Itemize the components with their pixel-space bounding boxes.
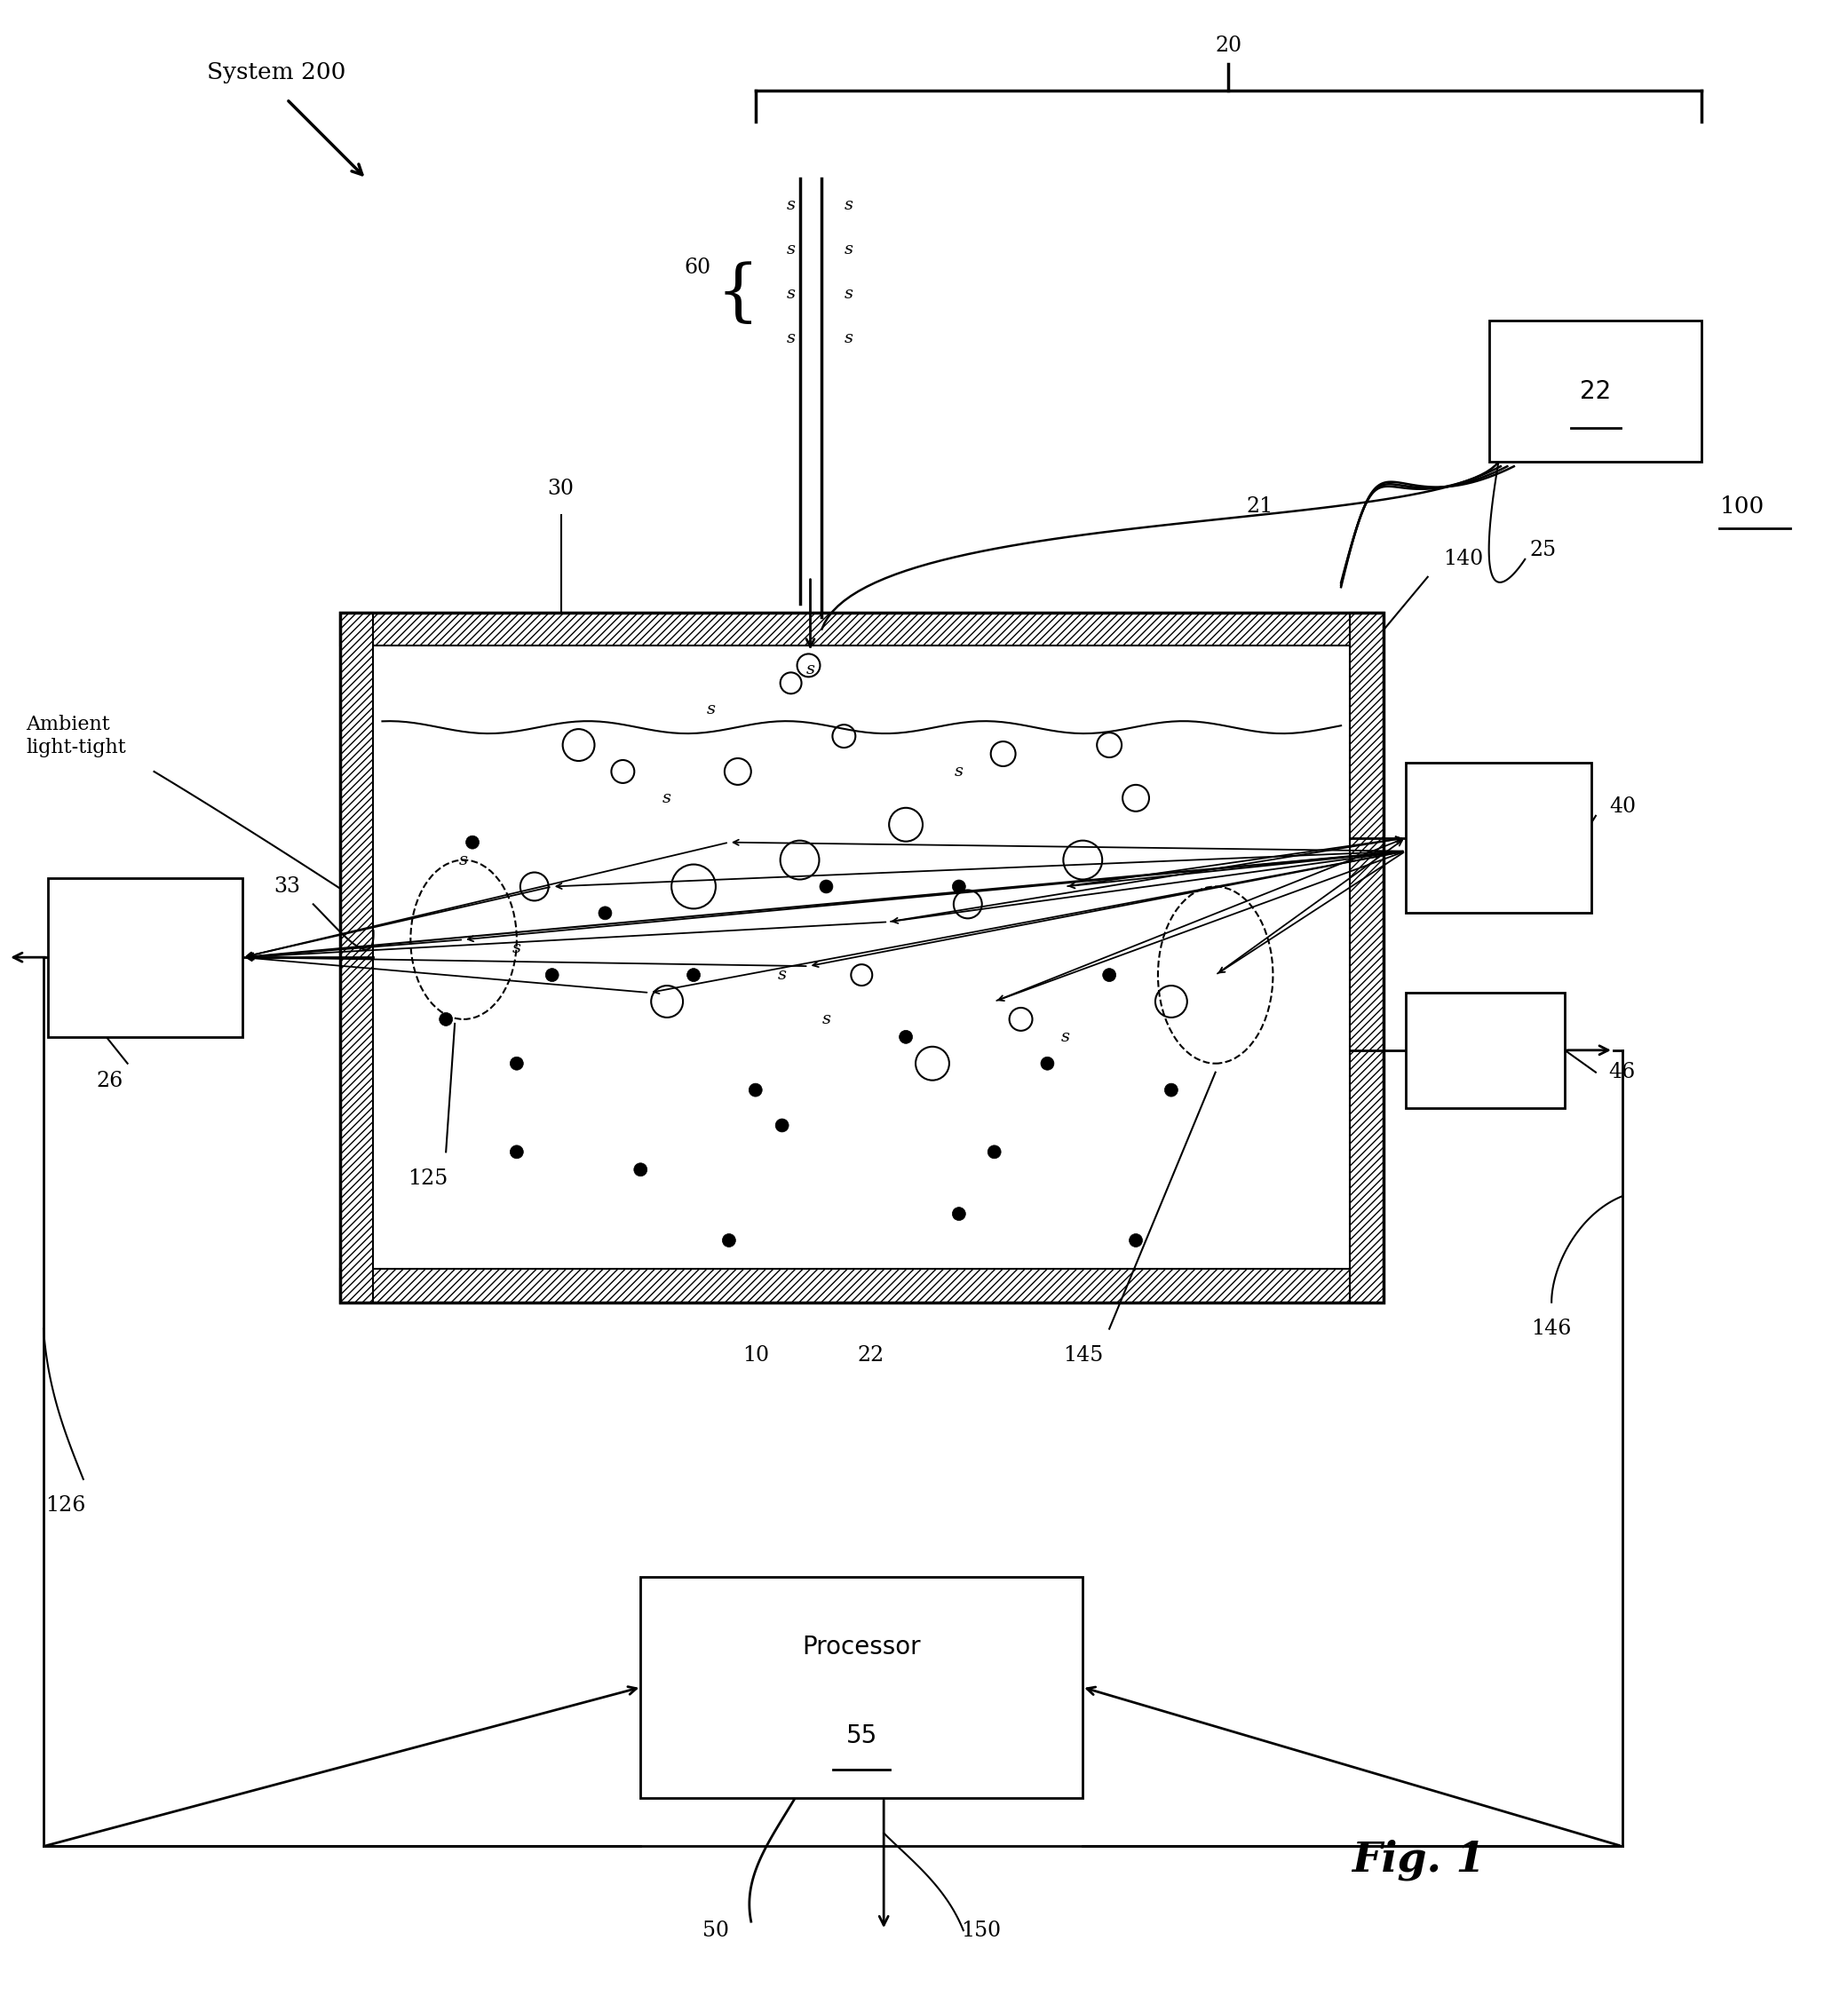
Text: s: s [845,242,852,257]
Text: 21: 21 [1246,495,1273,517]
Text: 20: 20 [1216,36,1242,56]
Circle shape [1103,968,1116,982]
Text: s: s [955,764,963,780]
Bar [48,878,242,1038]
Text: 26: 26 [96,1072,124,1092]
Circle shape [987,1146,1002,1158]
Text: 146: 146 [1532,1319,1571,1339]
Text: s: s [458,852,468,868]
Text: s: s [845,198,852,214]
Bar [340,613,373,1301]
Text: Ambient
light-tight: Ambient light-tight [26,715,126,756]
Bar [1406,762,1591,912]
Bar [340,613,1384,647]
Text: s: s [663,790,671,806]
Text: 30: 30 [547,479,575,499]
Circle shape [545,968,558,982]
Circle shape [723,1234,736,1248]
Circle shape [776,1118,789,1132]
Text: 150: 150 [961,1920,1002,1940]
Text: s: s [787,242,795,257]
Circle shape [1040,1056,1053,1070]
Bar [641,1577,1083,1798]
Text: 25: 25 [1530,541,1556,561]
Text: {: { [717,261,760,327]
Text: 50: 50 [702,1920,728,1940]
Circle shape [748,1084,761,1096]
Text: s: s [778,966,787,982]
Circle shape [900,1030,913,1044]
Text: 10: 10 [743,1345,769,1365]
Text: 140: 140 [1443,549,1484,569]
Text: 46: 46 [1610,1062,1635,1082]
Bar [1489,321,1702,461]
Circle shape [510,1146,523,1158]
Circle shape [599,906,612,920]
Circle shape [510,1056,523,1070]
Text: s: s [1061,1028,1070,1046]
Bar [340,1269,1384,1301]
Circle shape [1129,1234,1142,1248]
Text: 125: 125 [408,1168,449,1190]
Text: s: s [706,703,715,719]
Text: s: s [806,663,815,679]
Text: 126: 126 [46,1495,85,1517]
Circle shape [952,1208,965,1220]
Text: 33: 33 [274,876,299,896]
Circle shape [440,1012,453,1026]
Bar [1349,613,1384,1301]
Text: s: s [845,285,852,301]
Text: 145: 145 [1063,1345,1103,1365]
Text: s: s [787,285,795,301]
Text: 55: 55 [846,1723,878,1748]
Text: s: s [822,1012,832,1028]
Bar [1406,992,1565,1108]
Text: s: s [512,940,521,956]
Text: 100: 100 [1720,495,1765,517]
Text: s: s [787,198,795,214]
Circle shape [821,880,833,892]
Text: s: s [845,329,852,345]
Circle shape [634,1164,647,1176]
Text: 60: 60 [684,257,711,277]
Text: System 200: System 200 [207,62,346,84]
Bar [340,613,1384,1301]
Circle shape [1164,1084,1177,1096]
Circle shape [687,968,700,982]
Text: 22: 22 [1580,379,1611,403]
Circle shape [466,836,479,848]
Text: s: s [787,329,795,345]
Text: 40: 40 [1610,796,1635,816]
Text: Processor: Processor [802,1635,920,1661]
Text: Fig. 1: Fig. 1 [1353,1838,1486,1880]
Text: 22: 22 [857,1345,883,1365]
Circle shape [952,880,965,892]
